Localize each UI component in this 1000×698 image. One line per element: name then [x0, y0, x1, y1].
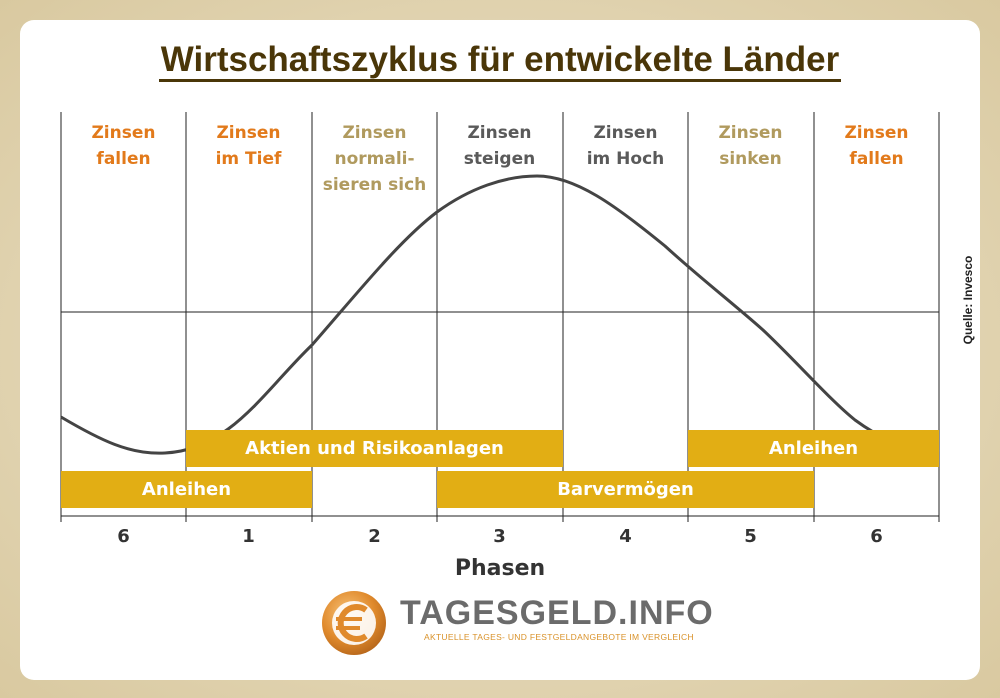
phase-header-4-line-1: Zinsen [467, 123, 532, 143]
phase-header-1-line-2: fallen [96, 149, 151, 169]
phase-header-3-line-2: normali- [334, 149, 415, 169]
phase-header-7-line-1: Zinsen [844, 123, 909, 143]
phase-header-6-line-1: Zinsen [718, 123, 783, 143]
phase-header-7-line-2: fallen [849, 149, 904, 169]
phase-number-5: 4 [619, 526, 632, 547]
phase-header-5-line-2: im Hoch [586, 149, 665, 169]
phase-header-4: Zinsen steigen [437, 120, 562, 172]
phase-header-5-line-1: Zinsen [593, 123, 658, 143]
phase-number-7: 6 [870, 526, 883, 547]
logo-wordmark: TAGESGELD.INFO [400, 594, 714, 632]
phase-number-3: 2 [368, 526, 381, 547]
phase-number-4: 3 [493, 526, 506, 547]
phase-number-2: 1 [242, 526, 255, 547]
bar-aktien: Aktien und Risikoanlagen [186, 430, 563, 467]
phase-header-3: Zinsen normali- sieren sich [312, 120, 437, 198]
source-label: Quelle: Invesco [961, 255, 975, 345]
logo-tagline: AKTUELLE TAGES- UND FESTGELDANGEBOTE IM … [424, 632, 694, 642]
phase-header-4-line-2: steigen [463, 149, 536, 169]
tagesgeld-logo[interactable]: TAGESGELD.INFO AKTUELLE TAGES- UND FESTG… [312, 588, 714, 658]
phase-header-1: Zinsen fallen [61, 120, 186, 172]
phase-header-3-line-3: sieren sich [322, 175, 427, 195]
phase-number-1: 6 [117, 526, 130, 547]
phase-header-5: Zinsen im Hoch [563, 120, 688, 172]
phase-header-1-line-1: Zinsen [91, 123, 156, 143]
phase-header-2-line-2: im Tief [215, 149, 282, 169]
chart-card [20, 20, 980, 680]
bar-anleihen-right: Anleihen [688, 430, 939, 467]
title-text: Wirtschaftszyklus für entwickelte Länder [158, 40, 842, 82]
phase-header-3-line-1: Zinsen [342, 123, 407, 143]
euro-coin-icon [322, 591, 386, 655]
phase-header-6: Zinsen sinken [688, 120, 813, 172]
cycle-curve [60, 174, 940, 455]
phase-header-2-line-1: Zinsen [216, 123, 281, 143]
phase-header-2: Zinsen im Tief [186, 120, 311, 172]
phase-header-6-line-2: sinken [719, 149, 782, 169]
bar-barvermoegen: Barvermögen [437, 471, 814, 508]
bar-anleihen-left: Anleihen [61, 471, 312, 508]
phase-header-7: Zinsen fallen [814, 120, 939, 172]
phase-number-6: 5 [744, 526, 757, 547]
page-title: Wirtschaftszyklus für entwickelte Länder [0, 40, 1000, 82]
axis-title: Phasen [454, 556, 546, 581]
